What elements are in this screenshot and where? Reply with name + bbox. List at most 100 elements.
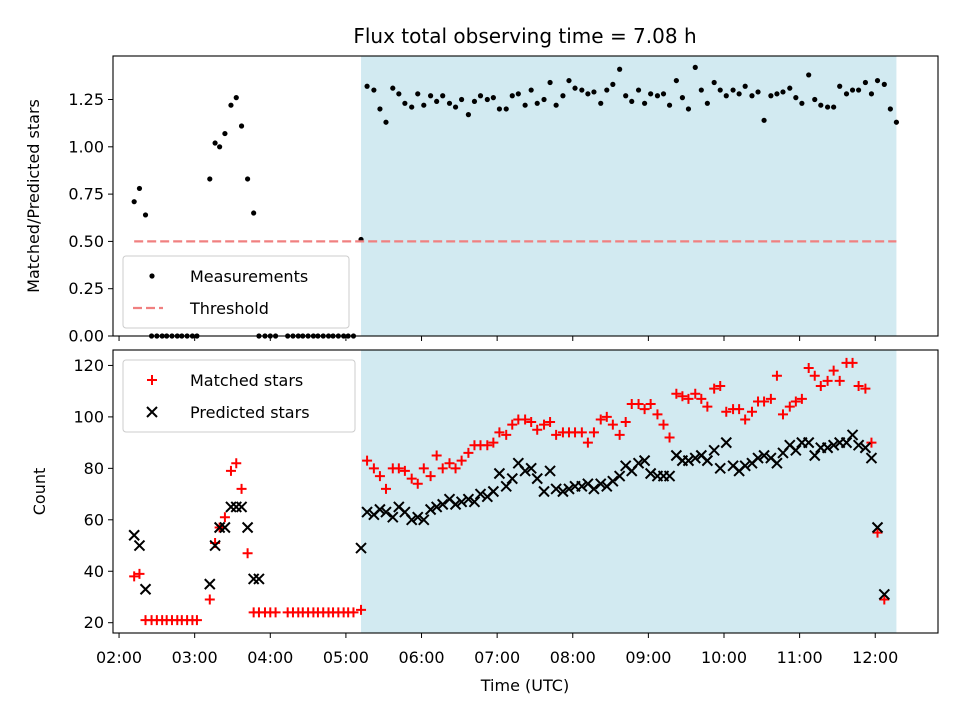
data-point xyxy=(784,401,795,412)
x-tick-label: 05:00 xyxy=(323,648,369,667)
data-point xyxy=(765,393,776,404)
data-point xyxy=(610,81,616,87)
data-point xyxy=(617,66,623,72)
x-tick-label: 12:00 xyxy=(852,648,898,667)
data-point xyxy=(204,594,215,605)
data-point xyxy=(802,436,815,449)
data-point xyxy=(768,93,774,99)
data-point xyxy=(809,449,821,462)
legend-label: Predicted stars xyxy=(190,403,310,422)
data-point xyxy=(632,457,645,469)
data-point xyxy=(134,568,145,579)
data-point xyxy=(534,100,540,106)
data-point xyxy=(522,102,528,108)
data-point xyxy=(450,463,461,474)
x-tick-label: 06:00 xyxy=(398,648,444,667)
legend-label: Matched stars xyxy=(190,371,303,390)
data-point xyxy=(209,539,221,552)
data-point xyxy=(361,506,373,518)
x-axis-label: Time (UTC) xyxy=(480,676,569,695)
y-tick-label: 1.00 xyxy=(68,137,104,156)
data-point xyxy=(698,87,704,93)
data-point xyxy=(607,419,618,430)
data-point xyxy=(355,542,367,554)
data-point xyxy=(225,465,236,476)
data-point xyxy=(251,210,257,216)
data-point xyxy=(241,521,254,534)
data-point xyxy=(644,467,657,480)
x-tick-label: 04:00 xyxy=(247,648,293,667)
data-point xyxy=(437,463,448,474)
data-point xyxy=(484,96,490,103)
x-tick-label: 08:00 xyxy=(550,648,596,667)
data-point xyxy=(821,442,834,454)
data-point xyxy=(633,399,644,410)
data-point xyxy=(777,409,788,420)
plot-frame xyxy=(112,55,939,337)
data-point xyxy=(520,414,531,425)
data-point xyxy=(418,514,430,526)
data-point xyxy=(409,104,415,110)
data-point xyxy=(790,444,802,457)
data-point xyxy=(374,503,386,516)
data-point xyxy=(872,527,883,538)
data-point xyxy=(893,119,900,125)
data-point xyxy=(230,501,242,513)
data-point xyxy=(834,375,845,386)
data-point xyxy=(440,93,446,99)
data-point xyxy=(374,471,385,482)
data-point xyxy=(720,436,732,449)
data-point xyxy=(348,607,359,618)
data-point xyxy=(742,83,748,89)
data-point xyxy=(635,87,642,93)
data-point xyxy=(487,485,500,498)
series-measurements xyxy=(131,64,900,339)
data-point xyxy=(815,381,826,392)
data-point xyxy=(459,96,465,103)
data-point xyxy=(717,87,723,93)
data-point xyxy=(846,429,859,441)
y-axis-label: Matched/Predicted stars xyxy=(24,99,43,293)
data-point xyxy=(551,429,562,440)
data-point xyxy=(677,391,688,402)
data-point xyxy=(356,604,367,615)
data-point xyxy=(444,458,455,469)
data-point xyxy=(247,573,260,585)
data-point xyxy=(831,104,837,110)
data-point xyxy=(509,93,515,99)
data-point xyxy=(862,79,869,86)
data-point xyxy=(721,406,732,417)
data-point xyxy=(572,85,578,91)
y-tick-label: 120 xyxy=(73,356,104,375)
data-point xyxy=(560,93,566,99)
data-point xyxy=(477,93,484,99)
data-point xyxy=(528,87,534,93)
data-point xyxy=(879,594,890,605)
data-point xyxy=(576,427,587,438)
data-point xyxy=(131,199,137,205)
data-point xyxy=(496,106,503,112)
data-point xyxy=(629,98,635,105)
data-point xyxy=(591,89,597,95)
data-point xyxy=(387,511,399,523)
observing-window-band xyxy=(361,350,897,633)
data-point xyxy=(793,95,799,101)
data-point xyxy=(679,95,686,101)
data-point xyxy=(402,100,408,106)
data-point xyxy=(531,472,543,485)
data-point xyxy=(822,375,833,386)
data-point xyxy=(427,93,434,99)
data-point xyxy=(212,140,218,146)
legend-box xyxy=(122,359,356,433)
data-point xyxy=(749,93,755,99)
data-point xyxy=(588,483,600,495)
data-point xyxy=(500,480,512,493)
data-point xyxy=(494,427,505,438)
data-point xyxy=(452,104,459,110)
data-point xyxy=(471,98,478,105)
data-point xyxy=(532,424,543,435)
data-point xyxy=(579,87,585,93)
data-point xyxy=(431,450,442,461)
data-point xyxy=(752,452,764,464)
